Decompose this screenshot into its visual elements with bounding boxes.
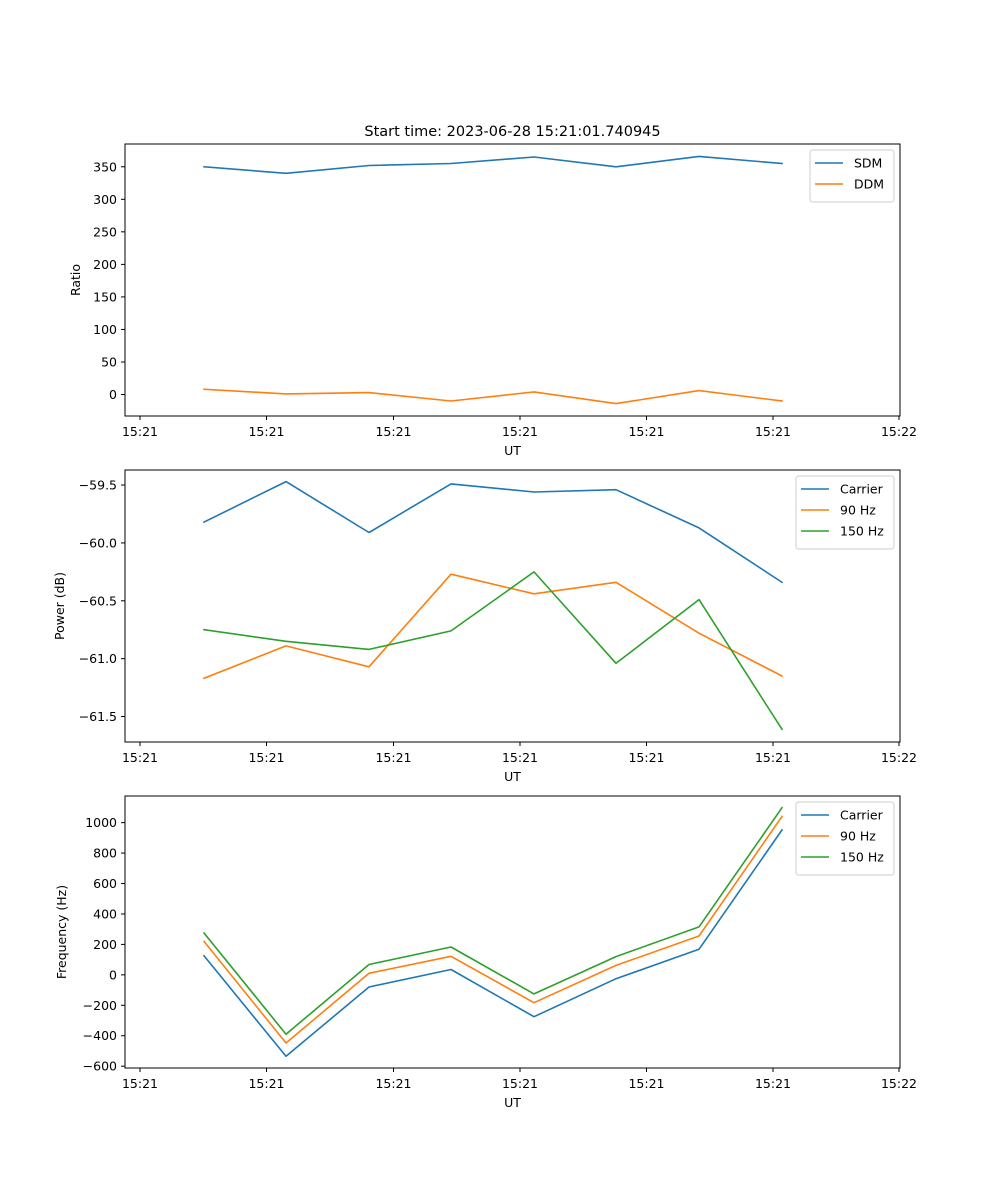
y-tick-label: 250 (93, 224, 117, 239)
y-tick-label: −400 (83, 1028, 117, 1043)
y-tick-label: −60.5 (79, 593, 117, 608)
y-tick-label: −61.0 (79, 651, 117, 666)
y-tick-label: −60.0 (79, 535, 117, 550)
x-tick-label: 15:21 (375, 750, 411, 765)
y-tick-label: 0 (109, 967, 117, 982)
y-tick-label: −59.5 (79, 478, 117, 493)
y-tick-label: 400 (93, 906, 117, 921)
y-tick-label: 300 (93, 192, 117, 207)
y-tick-label: 50 (101, 354, 117, 369)
legend: Carrier 90 Hz 150 Hz (795, 475, 895, 550)
axes-frame (124, 143, 901, 417)
legend-entry: Carrier (840, 482, 884, 497)
series-line-carrier (202, 828, 784, 1058)
y-tick-label: 1000 (85, 815, 117, 830)
y-tick-label: 100 (93, 322, 117, 337)
x-tick-label: 15:21 (755, 1076, 791, 1091)
x-tick-label: 15:21 (248, 750, 284, 765)
x-tick-label: 15:21 (122, 424, 158, 439)
x-tick-label: 15:21 (502, 424, 538, 439)
figure-title: Start time: 2023-06-28 15:21:01.740945 (364, 124, 660, 140)
y-tick-label: 200 (93, 257, 117, 272)
y-tick-label: −600 (83, 1059, 117, 1074)
series-line-150-hz (203, 571, 784, 731)
series-line-carrier (202, 480, 784, 584)
x-tick-label: 15:21 (628, 424, 664, 439)
y-tick-label: 800 (93, 846, 117, 861)
x-axis-label: UT (504, 443, 521, 458)
series-line-ddm (203, 388, 783, 405)
x-tick-label: 15:21 (248, 424, 284, 439)
legend-entry: 90 Hz (840, 503, 876, 518)
series-line-150-hz (202, 806, 784, 1035)
x-tick-label: 15:22 (881, 750, 917, 765)
axes-frame (124, 469, 901, 743)
y-tick-label: 200 (93, 937, 117, 952)
x-axis-label: UT (504, 1095, 521, 1110)
legend-entry: DDM (854, 177, 884, 192)
y-tick-label: 350 (93, 159, 117, 174)
series-line-sdm (203, 155, 783, 175)
axes-frame (124, 795, 901, 1069)
series-line-90-hz (202, 815, 784, 1044)
y-tick-label: 0 (109, 387, 117, 402)
legend-entry: 150 Hz (840, 850, 884, 865)
x-tick-label: 15:21 (375, 1076, 411, 1091)
x-tick-label: 15:21 (628, 1076, 664, 1091)
x-tick-label: 15:21 (755, 750, 791, 765)
x-tick-label: 15:21 (122, 1076, 158, 1091)
y-axis-label: Frequency (Hz) (54, 885, 69, 979)
y-tick-label: 600 (93, 876, 117, 891)
x-tick-label: 15:22 (881, 424, 917, 439)
y-tick-label: 150 (93, 289, 117, 304)
chart-panel-1: 15:21 15:21 15:21 15:21 15:21 15:21 15:22 0 50 10… (68, 143, 917, 458)
legend-entry: 90 Hz (840, 829, 876, 844)
legend: Carrier 90 Hz 150 Hz (795, 801, 895, 876)
y-tick-label: −200 (83, 998, 117, 1013)
y-axis-label: Power (dB) (52, 572, 67, 640)
x-tick-label: 15:21 (755, 424, 791, 439)
y-tick-label: −61.5 (79, 709, 117, 724)
legend-entry: SDM (854, 156, 882, 171)
x-tick-label: 15:21 (502, 750, 538, 765)
y-axis-label: Ratio (68, 264, 83, 296)
legend: SDM DDM (809, 149, 895, 203)
legend-entry: 150 Hz (840, 524, 884, 539)
x-tick-label: 15:21 (502, 1076, 538, 1091)
x-axis-label: UT (504, 769, 521, 784)
chart-panel-2: 15:21 15:21 15:21 15:21 15:21 15:21 15:22 −61.5… (52, 469, 917, 784)
legend-entry: Carrier (840, 808, 884, 823)
x-tick-label: 15:22 (881, 1076, 917, 1091)
x-tick-label: 15:21 (375, 424, 411, 439)
series-line-90-hz (202, 573, 784, 680)
x-tick-label: 15:21 (122, 750, 158, 765)
x-tick-label: 15:21 (248, 1076, 284, 1091)
chart-panel-3: 15:21 15:21 15:21 15:21 15:21 15:21 15:22 −600 −… (54, 795, 917, 1110)
x-tick-label: 15:21 (628, 750, 664, 765)
